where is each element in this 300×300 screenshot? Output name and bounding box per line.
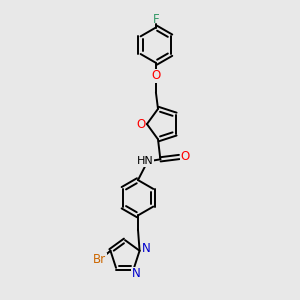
Text: HN: HN [137, 156, 153, 166]
Text: O: O [136, 118, 146, 130]
Text: N: N [142, 242, 151, 255]
Text: Br: Br [93, 253, 106, 266]
Text: N: N [132, 267, 141, 280]
Text: O: O [151, 69, 160, 82]
Text: O: O [181, 151, 190, 164]
Text: F: F [153, 13, 159, 26]
